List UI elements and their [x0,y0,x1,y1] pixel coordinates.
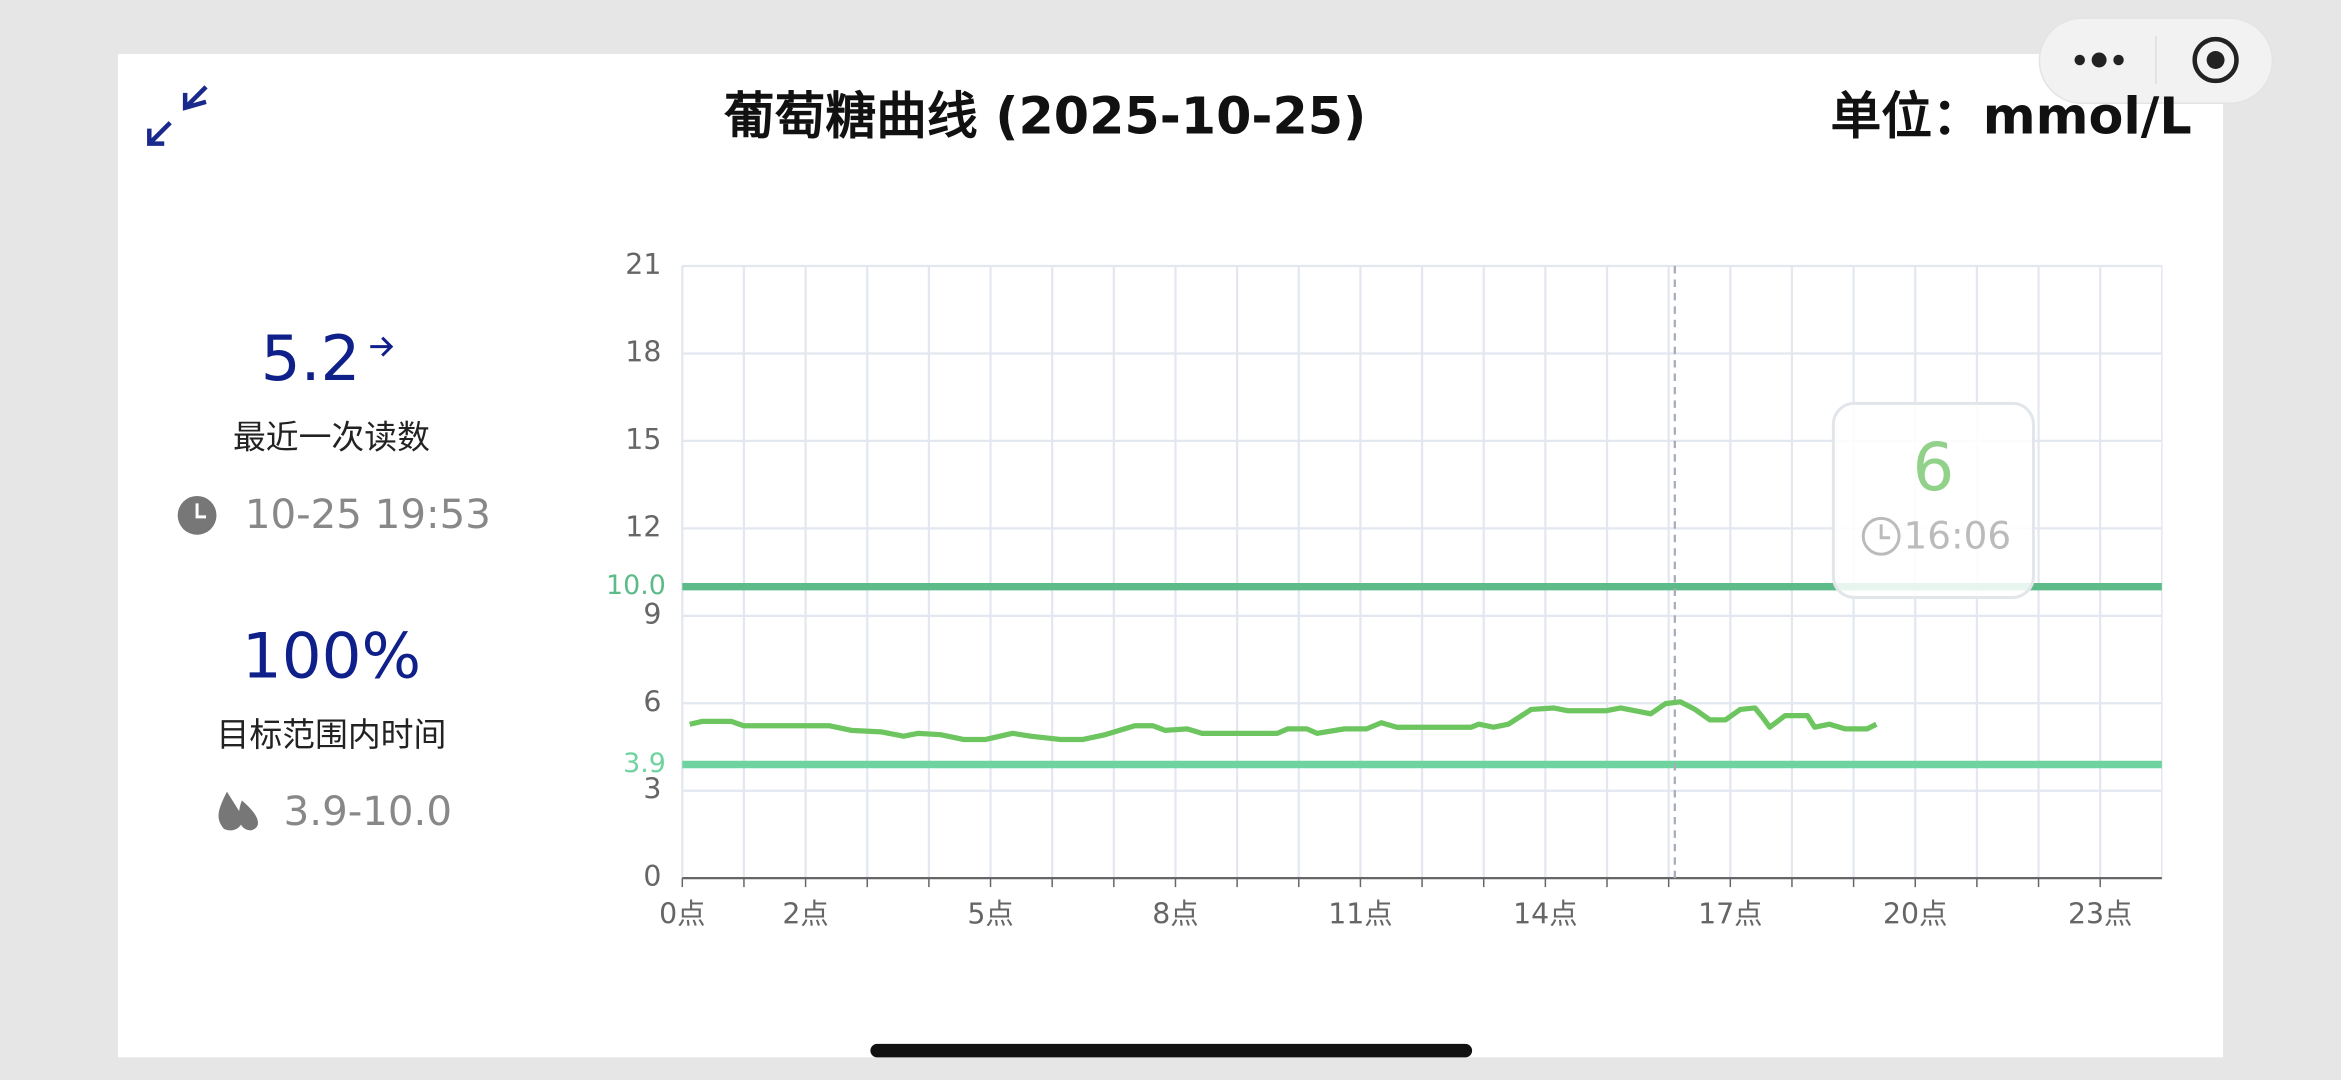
unit: 单位：mmol/L [1831,87,2192,146]
close-dot [2206,51,2225,69]
threshold-label: 3.9 [623,748,666,779]
y-tick-label: 12 [625,510,661,543]
y-tick-label: 18 [625,335,661,368]
x-tick-label: 2点 [782,897,828,930]
y-tick-label: 15 [625,423,661,456]
drop-icon [218,791,258,831]
y-tick-label: 9 [643,598,661,631]
trend-arrow [370,336,394,357]
latest-value: 5.2 [261,322,361,395]
y-tick-label: 21 [625,248,661,281]
x-tick-label: 17点 [1698,897,1762,930]
title: 葡萄糖曲线 (2025-10-25) [724,87,1366,146]
in-range-label: 目标范围内时间 [217,716,447,754]
tooltip-clock [1861,516,1901,556]
capsule-menu[interactable] [2038,17,2274,105]
y-tick-label: 0 [643,860,661,893]
y-tick-label: 6 [643,685,661,718]
close-ring [2192,36,2239,84]
threshold-label: 10.0 [606,570,666,601]
tooltip: 6 16:06 [1831,401,2035,599]
x-tick-label: 5点 [967,897,1013,930]
range: 3.9-10.0 [284,788,452,835]
x-tick-label: 23点 [2068,897,2132,930]
tooltip-value: 6 [1913,430,1955,506]
tooltip-box [1831,401,2035,599]
collapse-icon[interactable] [147,85,208,146]
x-tick-label: 8点 [1152,897,1198,930]
plot: 0 3 6 9 12 15 18 21 0点 2点 5点 8点 11点 14点 17点 20点 23点 10.0 3… [606,248,2163,930]
x-tick-label: 11点 [1328,897,1392,930]
x-tick-label: 20点 [1883,897,1947,930]
clock-hands [195,503,207,519]
dot [2074,54,2085,66]
dot [2113,54,2124,66]
dot [2091,52,2107,68]
arrow [147,121,172,146]
in-range-value: 100% [242,619,421,692]
tooltip-clock-hands [1879,524,1891,540]
latest-time: 10-25 19:53 [245,491,491,538]
latest-label: 最近一次读数 [233,419,430,457]
x-tick-label: 14点 [1513,897,1577,930]
home-indicator [870,1043,1473,1058]
glucose-line [689,699,1878,743]
tooltip-time: 16:06 [1904,513,2012,557]
y-tick-label: 3 [643,773,661,806]
arrow [182,85,208,111]
x-tick-label: 0点 [659,897,705,930]
